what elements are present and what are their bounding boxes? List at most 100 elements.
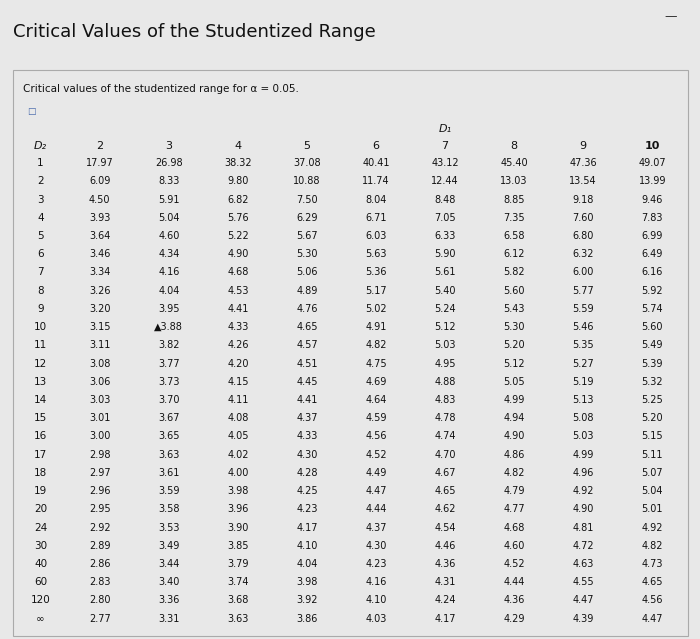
Text: 5.46: 5.46	[573, 322, 594, 332]
Text: 2.77: 2.77	[89, 613, 111, 624]
Text: 3.49: 3.49	[158, 541, 179, 551]
Text: 9: 9	[580, 141, 587, 151]
Text: 3.95: 3.95	[158, 304, 179, 314]
Text: 6.33: 6.33	[434, 231, 456, 241]
Text: 5.12: 5.12	[503, 358, 525, 369]
Text: 4.75: 4.75	[365, 358, 387, 369]
Text: 3.74: 3.74	[227, 577, 248, 587]
Text: 13.99: 13.99	[638, 176, 666, 187]
Text: 5.49: 5.49	[641, 341, 663, 350]
Text: 3.79: 3.79	[227, 559, 248, 569]
Text: 5.06: 5.06	[296, 268, 318, 277]
Text: 3.46: 3.46	[89, 249, 111, 259]
Text: 5.03: 5.03	[573, 431, 594, 442]
Text: 3.64: 3.64	[89, 231, 111, 241]
Text: 5.27: 5.27	[573, 358, 594, 369]
Text: 2: 2	[96, 141, 104, 151]
Text: 4.68: 4.68	[228, 268, 248, 277]
Text: 6.58: 6.58	[503, 231, 525, 241]
Text: 16: 16	[34, 431, 47, 442]
Text: 6.80: 6.80	[573, 231, 594, 241]
Text: Critical Values of the Studentized Range: Critical Values of the Studentized Range	[13, 23, 375, 41]
Text: 6.00: 6.00	[573, 268, 594, 277]
Text: 3.36: 3.36	[158, 596, 179, 605]
Text: ▲3.88: ▲3.88	[154, 322, 183, 332]
Text: 4.69: 4.69	[365, 377, 386, 387]
Text: 5.74: 5.74	[641, 304, 663, 314]
Text: 5.91: 5.91	[158, 195, 179, 204]
Text: 4: 4	[234, 141, 241, 151]
Text: 2.89: 2.89	[89, 541, 111, 551]
Text: 4.23: 4.23	[296, 504, 318, 514]
Text: 4.10: 4.10	[296, 541, 318, 551]
Text: 4.83: 4.83	[434, 395, 456, 405]
Text: 4.59: 4.59	[365, 413, 386, 423]
Text: 4.44: 4.44	[365, 504, 386, 514]
Text: 4.17: 4.17	[296, 523, 318, 532]
Text: 45.40: 45.40	[500, 158, 528, 168]
Text: 4.60: 4.60	[158, 231, 179, 241]
Text: 7.60: 7.60	[573, 213, 594, 223]
Text: 3.70: 3.70	[158, 395, 179, 405]
Text: 4.91: 4.91	[365, 322, 386, 332]
Text: 4.29: 4.29	[503, 613, 525, 624]
Text: 15: 15	[34, 413, 47, 423]
Text: 3.11: 3.11	[89, 341, 111, 350]
Text: 4.23: 4.23	[365, 559, 386, 569]
Text: 4.65: 4.65	[296, 322, 318, 332]
Text: 4.15: 4.15	[227, 377, 248, 387]
Text: 4.05: 4.05	[227, 431, 248, 442]
Text: 43.12: 43.12	[431, 158, 458, 168]
Text: 10: 10	[645, 141, 660, 151]
Text: 4.55: 4.55	[573, 577, 594, 587]
Text: 6.16: 6.16	[641, 268, 663, 277]
Text: 2.83: 2.83	[89, 577, 111, 587]
Text: 5.02: 5.02	[365, 304, 387, 314]
Text: 40.41: 40.41	[362, 158, 390, 168]
Text: 5.40: 5.40	[434, 286, 456, 296]
Text: 2: 2	[37, 176, 44, 187]
Text: 4.04: 4.04	[296, 559, 318, 569]
Text: 3.44: 3.44	[158, 559, 179, 569]
Text: 5.04: 5.04	[641, 486, 663, 496]
Text: 4.49: 4.49	[365, 468, 386, 478]
Text: 4.47: 4.47	[641, 613, 663, 624]
Text: 4.82: 4.82	[503, 468, 525, 478]
Text: 4.20: 4.20	[227, 358, 248, 369]
Text: 3: 3	[165, 141, 172, 151]
Text: 4.08: 4.08	[228, 413, 248, 423]
Text: 3.06: 3.06	[89, 377, 111, 387]
Text: 4.34: 4.34	[158, 249, 179, 259]
Text: 3.40: 3.40	[158, 577, 179, 587]
Text: 5.12: 5.12	[434, 322, 456, 332]
Text: 6: 6	[372, 141, 379, 151]
Text: 30: 30	[34, 541, 47, 551]
Text: 3.31: 3.31	[158, 613, 179, 624]
Text: 5.03: 5.03	[434, 341, 456, 350]
Text: 3.63: 3.63	[228, 613, 248, 624]
Text: 4.77: 4.77	[503, 504, 525, 514]
Text: 12.44: 12.44	[431, 176, 458, 187]
Text: 4.16: 4.16	[158, 268, 179, 277]
Text: 5.17: 5.17	[365, 286, 387, 296]
Text: 4.67: 4.67	[434, 468, 456, 478]
Text: —: —	[664, 10, 677, 23]
Text: 5.43: 5.43	[503, 304, 525, 314]
Text: 3.98: 3.98	[228, 486, 248, 496]
Text: 11: 11	[34, 341, 47, 350]
Text: 13.03: 13.03	[500, 176, 528, 187]
Text: 10: 10	[34, 322, 47, 332]
Text: 6.71: 6.71	[365, 213, 386, 223]
Text: 7.05: 7.05	[434, 213, 456, 223]
Text: 7: 7	[442, 141, 449, 151]
Text: 4.95: 4.95	[434, 358, 456, 369]
Text: 37.08: 37.08	[293, 158, 321, 168]
Text: 4.52: 4.52	[503, 559, 525, 569]
Text: 4.36: 4.36	[503, 596, 525, 605]
Text: 4.41: 4.41	[228, 304, 248, 314]
Text: 3.82: 3.82	[158, 341, 179, 350]
Text: 3.86: 3.86	[296, 613, 318, 624]
Text: 3.96: 3.96	[228, 504, 248, 514]
Text: 4.41: 4.41	[296, 395, 318, 405]
Text: 6.99: 6.99	[641, 231, 663, 241]
